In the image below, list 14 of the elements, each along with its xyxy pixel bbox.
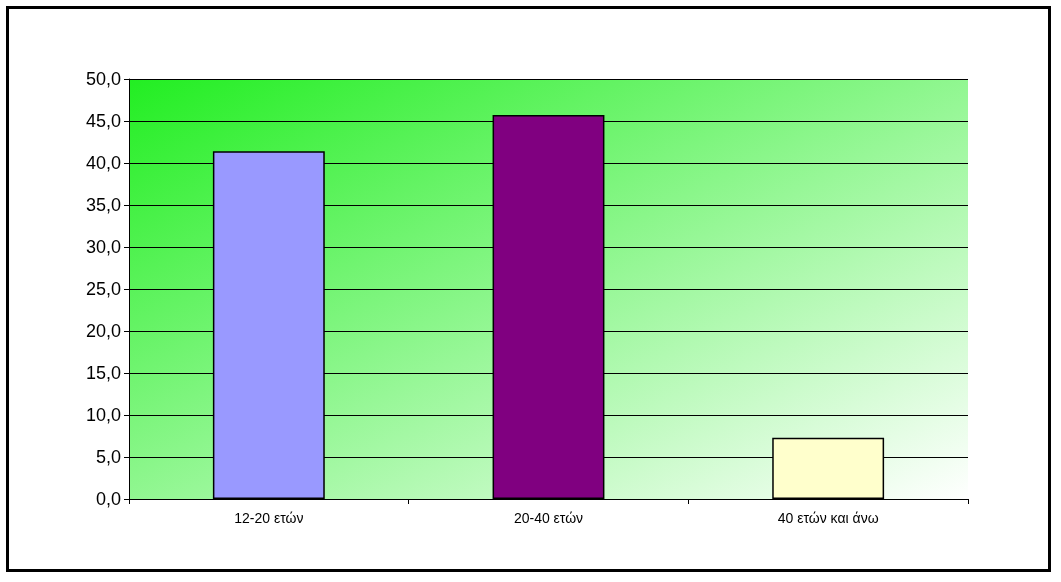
y-tick-label: 45,0 <box>85 111 121 131</box>
y-tick-label: 5,0 <box>95 447 121 467</box>
y-tick-label: 25,0 <box>85 279 121 299</box>
y-tick-label: 15,0 <box>85 363 121 383</box>
x-tick-label: 40 ετών και άνω <box>777 510 879 526</box>
y-tick-label: 10,0 <box>85 405 121 425</box>
y-tick-label: 30,0 <box>85 237 121 257</box>
x-tick-label: 12-20 ετών <box>234 510 304 526</box>
y-tick-label: 50,0 <box>85 69 121 89</box>
x-tick-label: 20-40 ετών <box>513 510 584 526</box>
y-tick-label: 40,0 <box>85 153 121 173</box>
y-tick-label: 35,0 <box>85 195 121 215</box>
y-tick-label: 0,0 <box>95 489 121 509</box>
y-tick-label: 20,0 <box>85 321 121 341</box>
